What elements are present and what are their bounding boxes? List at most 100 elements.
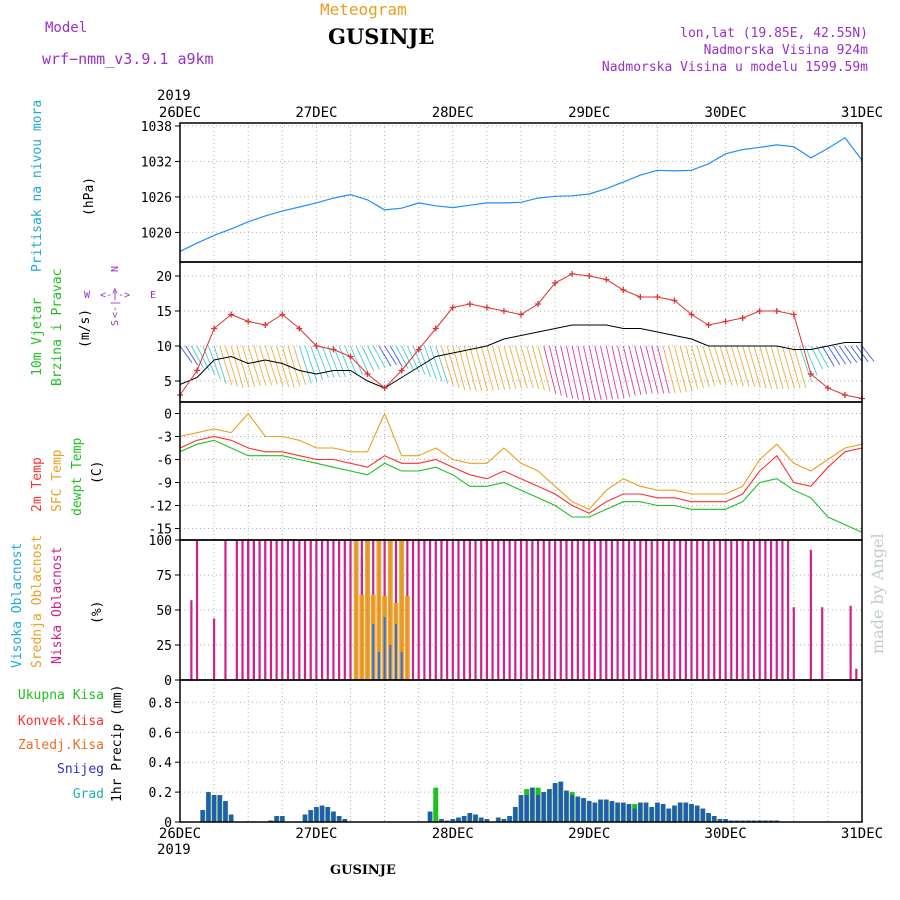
precip-snow-bar	[325, 807, 330, 822]
precip-legend-freezing: Zaledj.Kisa	[17, 738, 104, 753]
wind-speed-marker	[518, 311, 524, 318]
wind-barb	[367, 345, 380, 370]
dewpoint-line	[179, 439, 863, 533]
wind-speed-marker	[211, 325, 218, 332]
precip-snow-bar	[274, 816, 279, 822]
wind-barb	[725, 345, 739, 386]
precip-snow-bar	[689, 804, 694, 822]
wind-speed-marker	[330, 346, 337, 353]
y-tick-label: 0.6	[149, 726, 172, 741]
wind-speed-marker	[773, 308, 780, 314]
cloud-low-bar	[576, 540, 579, 680]
wind-speed-marker	[296, 325, 303, 332]
wind-speed-marker	[790, 311, 797, 318]
cloud-low-bar	[315, 540, 318, 680]
cloud-low-bar	[673, 540, 676, 680]
wind-barb	[509, 345, 523, 389]
cloud-low-bar	[502, 540, 506, 680]
wind-barb	[276, 345, 290, 387]
x-tick-label-top: 30DEC	[705, 105, 747, 121]
wind-barb	[622, 345, 636, 396]
precip-snow-bar	[553, 783, 558, 822]
model-name: wrf−nmm_v3.9.1 a9km	[42, 50, 214, 68]
cloud-mid-bar	[353, 540, 359, 680]
y-tick-label: 10	[156, 340, 172, 355]
wind-mean-line	[179, 324, 862, 389]
compass-s: S	[110, 320, 121, 326]
wind-barb	[225, 345, 238, 387]
wind-barb	[469, 345, 483, 392]
wind-barb	[833, 345, 846, 365]
wind-speed-marker	[688, 311, 695, 318]
cloud-low-bar	[713, 540, 716, 680]
cloud-low-bar	[747, 540, 750, 680]
x-tick-label-bottom: 29DEC	[568, 826, 610, 842]
wind-barb	[389, 345, 403, 367]
cloud-mid-bar	[399, 540, 405, 680]
cloud-low-bar	[599, 540, 602, 680]
x-tick-label-top: 27DEC	[295, 105, 337, 121]
y-tick-label: 1038	[141, 120, 172, 135]
wind-speed-marker	[535, 301, 542, 307]
wind-barb	[270, 345, 284, 386]
wind-barb	[605, 345, 619, 399]
cloud-low-bar	[531, 540, 534, 680]
precip-snow-bar	[541, 792, 546, 822]
wind-barb	[645, 345, 659, 394]
cloud-low-bar	[235, 540, 238, 680]
precip-snow-bar	[626, 804, 631, 822]
precip-snow-bar	[570, 795, 575, 822]
precip-snow-bar	[661, 804, 666, 822]
precip-snow-bar	[695, 805, 700, 822]
precip-snow-bar	[331, 811, 336, 822]
cloud-low-bar	[241, 540, 244, 680]
meteogram-label: Meteogram	[320, 0, 407, 19]
wind-barb	[793, 345, 807, 389]
wind-barb	[384, 345, 397, 366]
precip-snow-bar	[706, 813, 711, 822]
altitude-label: Nadmorska Visina 924m	[703, 43, 868, 58]
cloud-mid-bar	[387, 540, 393, 680]
wind-barb	[185, 345, 199, 366]
wind-barb	[560, 345, 574, 399]
cloud-low-bar	[286, 540, 290, 680]
precip-snow-bar	[303, 814, 308, 822]
cloud-low-bar	[457, 540, 460, 680]
wind-speed-marker	[279, 311, 286, 318]
wind-speed-marker	[228, 311, 235, 318]
wind-speed-marker	[739, 315, 746, 321]
wind-barb	[344, 345, 358, 376]
cloud-low-bar	[656, 540, 659, 680]
wind-barb	[713, 345, 727, 386]
precip-snow-bar	[428, 811, 433, 822]
y-tick-label: 100	[149, 534, 172, 549]
wind-barb	[782, 345, 795, 389]
precip-snow-bar	[513, 807, 518, 822]
cloud-low-bar	[667, 540, 670, 680]
precip-snow-bar	[649, 807, 654, 822]
precip-snow-bar	[536, 795, 541, 822]
y-tick-label: 0.8	[149, 696, 172, 711]
wind-barb	[327, 345, 341, 378]
cloud-low-bar	[536, 540, 540, 680]
cloud-low-bar	[326, 540, 329, 680]
cloud-low-bar	[423, 540, 426, 680]
wind-barb	[685, 345, 699, 390]
wind-barb	[548, 345, 562, 396]
cloud-low-bar	[542, 540, 545, 680]
wind-barb	[259, 345, 272, 386]
pressure-line	[179, 137, 863, 252]
temp-sfc-line	[179, 412, 863, 510]
wind-barb	[247, 345, 261, 386]
wind-speed-marker	[381, 385, 388, 391]
cloud-low-bar	[190, 600, 193, 680]
wind-speed-marker	[637, 294, 644, 300]
precip-snow-bar	[638, 802, 643, 822]
wind-barb	[799, 345, 812, 382]
cloud-low-bar	[593, 540, 596, 680]
wind-barb	[486, 345, 500, 391]
wind-barb	[759, 345, 773, 390]
wind-speed-marker	[313, 343, 320, 349]
wind-speed-marker	[415, 346, 422, 353]
wind-barb	[674, 345, 687, 393]
